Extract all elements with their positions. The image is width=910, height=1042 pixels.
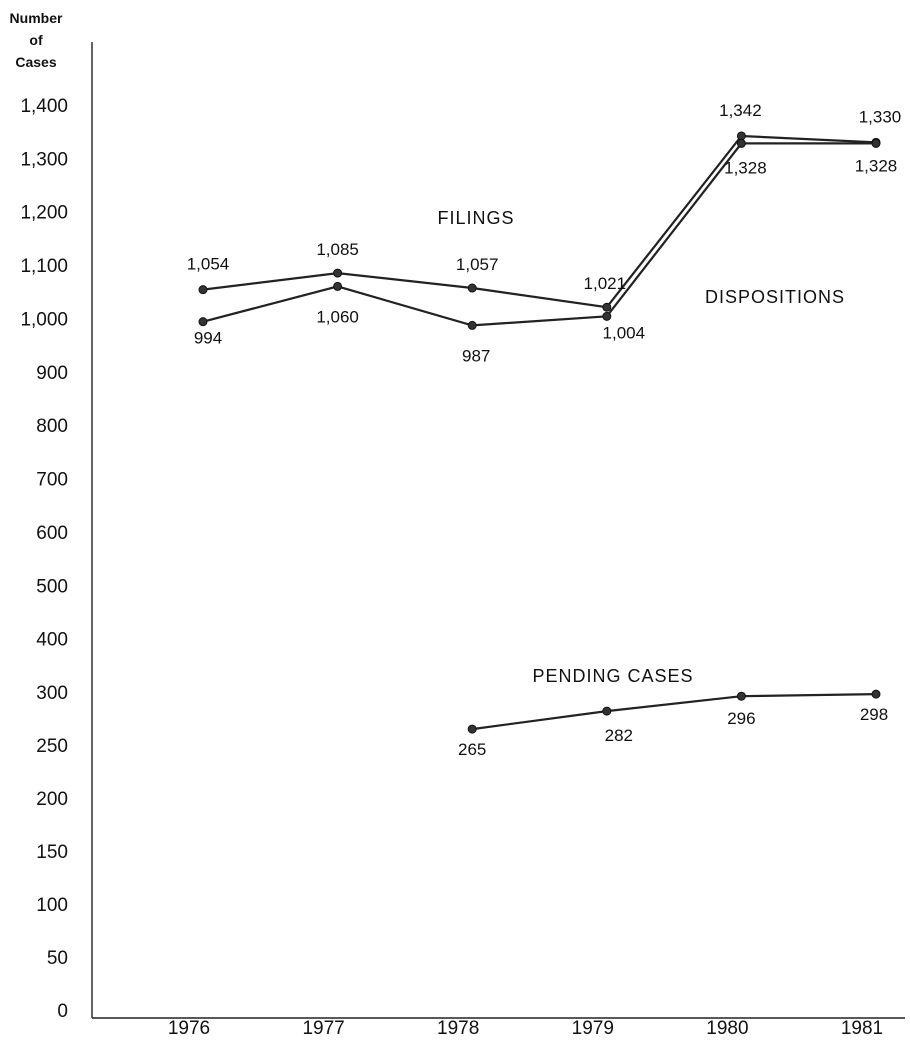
series-line-dispositions <box>202 142 876 327</box>
y-tick-label: 300 <box>36 683 68 704</box>
data-label-filings: 1,057 <box>456 255 499 274</box>
data-label-dispositions: 1,328 <box>855 156 898 175</box>
data-point-filings <box>198 285 208 295</box>
data-label-dispositions: 987 <box>462 346 490 365</box>
data-label-dispositions: 1,328 <box>724 158 767 177</box>
data-point-dispositions <box>333 281 343 291</box>
series-name-filings: FILINGS <box>437 208 514 228</box>
y-tick-label: 1,300 <box>20 149 68 170</box>
y-tick-label: 900 <box>36 363 68 384</box>
y-axis-title-line-2: of <box>29 32 43 48</box>
series-line-filings <box>202 134 877 309</box>
y-tick-label: 100 <box>36 895 68 916</box>
y-tick-label: 800 <box>36 416 68 437</box>
x-axis-ticks: 1976 1977 1978 1979 1980 1981 <box>168 1018 883 1039</box>
x-tick-label: 1977 <box>302 1018 344 1039</box>
data-label-dispositions: 1,060 <box>316 307 359 326</box>
y-tick-label: 200 <box>36 789 68 810</box>
data-label-pending-cases: 265 <box>458 740 486 759</box>
y-tick-label: 1,100 <box>20 256 68 277</box>
y-axis-title: Number of Cases <box>10 10 63 70</box>
data-label-filings: 1,330 <box>859 107 902 126</box>
data-label-filings: 1,085 <box>316 240 359 259</box>
data-point-filings <box>333 268 343 278</box>
y-tick-label: 400 <box>36 630 68 651</box>
series-line-pending-cases <box>472 693 877 731</box>
data-label-pending-cases: 282 <box>605 726 633 745</box>
data-label-filings: 1,342 <box>719 101 762 120</box>
y-axis-ticks: 0 50 100 150 200 250 300 400 500 600 700 800 900 1,00… <box>20 96 68 1022</box>
y-tick-label: 700 <box>36 470 68 491</box>
series-name-pending-cases: PENDING CASES <box>532 666 693 686</box>
y-tick-label: 0 <box>57 1001 68 1022</box>
data-point-pending-cases <box>602 706 612 716</box>
data-point-filings <box>736 131 746 141</box>
data-label-dispositions: 994 <box>194 329 222 348</box>
x-tick-label: 1981 <box>841 1018 883 1039</box>
data-label-filings: 1,021 <box>584 274 627 293</box>
series-name-dispositions: DISPOSITIONS <box>705 287 845 307</box>
y-tick-label: 1,400 <box>20 96 68 117</box>
data-label-filings: 1,054 <box>187 255 230 274</box>
y-tick-label: 1,000 <box>20 309 68 330</box>
y-tick-label: 600 <box>36 523 68 544</box>
y-tick-label: 250 <box>36 736 68 757</box>
data-point-dispositions <box>602 311 612 321</box>
data-point-filings <box>602 302 612 312</box>
y-axis-title-line-3: Cases <box>15 54 56 70</box>
data-point-dispositions <box>736 138 746 148</box>
x-tick-label: 1979 <box>572 1018 614 1039</box>
x-tick-label: 1980 <box>706 1018 748 1039</box>
data-point-dispositions <box>198 317 208 327</box>
series-layer: 1,054 1,085 1,057 1,021 1,342 1,330 994 1,060 98… <box>187 101 902 759</box>
data-point-filings <box>467 283 477 293</box>
data-point-pending-cases <box>467 724 477 734</box>
x-tick-label: 1976 <box>168 1018 210 1039</box>
y-tick-label: 1,200 <box>20 203 68 224</box>
y-tick-label: 50 <box>47 948 68 969</box>
y-axis-title-line-1: Number <box>10 10 63 26</box>
data-label-pending-cases: 298 <box>860 705 888 724</box>
data-point-dispositions <box>467 320 477 330</box>
y-tick-label: 150 <box>36 842 68 863</box>
data-point-dispositions <box>871 138 881 148</box>
data-point-pending-cases <box>736 691 746 701</box>
data-label-pending-cases: 296 <box>727 709 755 728</box>
data-point-pending-cases <box>871 689 881 699</box>
x-tick-label: 1978 <box>437 1018 479 1039</box>
data-label-dispositions: 1,004 <box>603 323 646 342</box>
series-names: FILINGS DISPOSITIONS PENDING CASES <box>437 208 845 686</box>
y-tick-label: 500 <box>36 576 68 597</box>
